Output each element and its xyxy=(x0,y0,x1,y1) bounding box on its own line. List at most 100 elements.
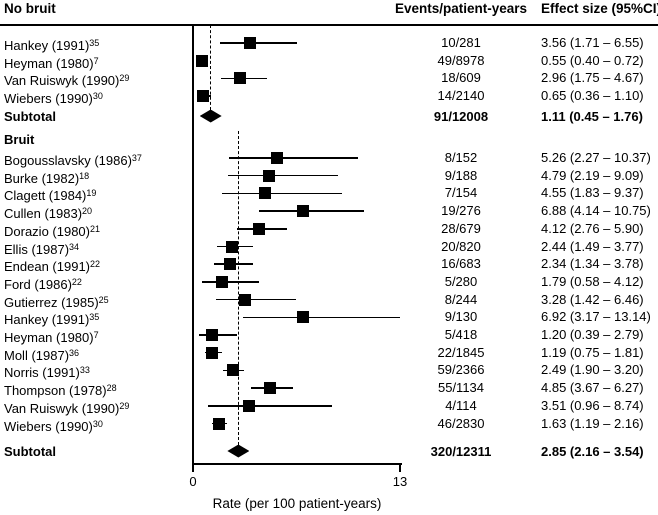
study-label: Heyman (1980)7 xyxy=(4,55,99,71)
ci-line xyxy=(227,174,338,177)
study-reference-number: 29 xyxy=(119,73,130,84)
events-cell: 46/2830 xyxy=(437,415,485,431)
effect-cell: 1.11 (0.45 – 1.76) xyxy=(541,109,643,124)
study-label: Wiebers (1990)30 xyxy=(4,418,103,434)
events-cell: 8/152 xyxy=(444,150,478,165)
study-label: Burke (1982)18 xyxy=(4,170,90,186)
study-reference-number: 7 xyxy=(93,330,99,340)
group-header-no-bruit: No bruit xyxy=(4,1,56,16)
point-estimate-marker xyxy=(242,399,255,412)
study-label: Hankey (1991)35 xyxy=(4,312,100,328)
events-cell: 5/280 xyxy=(444,273,478,289)
study-reference-number: 19 xyxy=(86,188,97,199)
study-label: Bogousslavsky (1986)37 xyxy=(4,153,142,168)
effect-cell: 2.85 (2.16 – 3.54) xyxy=(541,444,644,459)
bruit-subtotal-reference-line xyxy=(237,131,239,445)
study-reference-number: 29 xyxy=(119,400,130,411)
effect-cell: 4.79 (2.19 – 9.09) xyxy=(541,167,644,183)
effect-cell: 4.85 (3.67 – 6.27) xyxy=(541,380,644,396)
ci-line xyxy=(229,157,359,159)
subtotal-diamond xyxy=(227,444,250,458)
events-cell: 320/12311 xyxy=(430,444,492,459)
effect-cell: 1.63 (1.19 – 2.16) xyxy=(541,415,644,431)
point-estimate-marker xyxy=(225,240,238,253)
point-estimate-marker xyxy=(270,152,283,164)
effect-cell: 1.19 (0.75 – 1.81) xyxy=(541,344,644,360)
events-cell: 10/281 xyxy=(441,35,481,50)
study-label: Subtotal xyxy=(4,444,56,459)
point-estimate-marker xyxy=(243,37,256,49)
study-reference-number: 30 xyxy=(92,91,103,102)
ci-line xyxy=(202,281,259,283)
study-label: Endean (1991)22 xyxy=(4,259,101,275)
effect-cell: 1.79 (0.58 – 4.12) xyxy=(541,273,644,289)
study-label: Norris (1991)33 xyxy=(4,365,90,381)
point-estimate-marker xyxy=(264,382,277,395)
study-reference-number: 36 xyxy=(69,347,80,358)
events-cell: 20/820 xyxy=(441,238,481,254)
events-cell: 55/1134 xyxy=(437,380,485,396)
events-cell: 28/679 xyxy=(441,220,481,236)
study-label: Moll (1987)36 xyxy=(4,347,80,363)
effect-cell: 2.44 (1.49 – 3.77) xyxy=(541,238,644,254)
point-estimate-marker xyxy=(263,169,276,182)
study-label: Dorazio (1980)21 xyxy=(4,223,101,239)
study-reference-number: 34 xyxy=(69,241,80,252)
events-cell: 5/418 xyxy=(444,327,478,342)
no-bruit-subtotal-reference-line xyxy=(209,25,211,110)
point-estimate-marker xyxy=(215,275,228,288)
study-label: Subtotal xyxy=(4,109,56,124)
events-cell: 9/130 xyxy=(444,309,478,325)
events-cell: 9/188 xyxy=(444,167,478,183)
effect-cell: 2.49 (1.90 – 3.20) xyxy=(541,362,644,378)
point-estimate-marker xyxy=(234,72,247,85)
ci-line xyxy=(222,192,343,195)
column-header-events: Events/patient-years xyxy=(394,1,528,16)
study-label: Clagett (1984)19 xyxy=(4,188,97,204)
study-reference-number: 22 xyxy=(90,259,101,270)
point-estimate-marker xyxy=(252,222,265,235)
effect-cell: 0.65 (0.36 – 1.10) xyxy=(541,88,644,104)
study-reference-number: 22 xyxy=(71,276,82,287)
effect-cell: 3.56 (1.71 – 6.55) xyxy=(541,35,644,50)
x-axis-title: Rate (per 100 patient-years) xyxy=(212,496,382,511)
study-reference-number: 35 xyxy=(89,312,100,323)
study-reference-number: 7 xyxy=(93,55,99,66)
events-cell: 8/244 xyxy=(444,291,478,307)
effect-cell: 3.51 (0.96 – 8.74) xyxy=(541,397,644,413)
effect-cell: 2.34 (1.34 – 3.78) xyxy=(541,256,644,272)
effect-cell: 3.28 (1.42 – 6.46) xyxy=(541,291,644,307)
study-label: Wiebers (1990)30 xyxy=(4,91,103,107)
events-cell: 22/1845 xyxy=(437,344,485,360)
effect-cell: 4.55 (1.83 – 9.37) xyxy=(541,185,644,201)
subtotal-diamond xyxy=(199,109,222,123)
point-estimate-marker xyxy=(239,293,252,306)
point-estimate-marker xyxy=(296,205,309,218)
point-estimate-marker xyxy=(224,258,237,271)
point-estimate-marker xyxy=(259,187,272,200)
study-reference-number: 21 xyxy=(90,223,101,234)
effect-cell: 0.55 (0.40 – 0.72) xyxy=(541,52,644,68)
study-reference-number: 30 xyxy=(92,418,103,429)
point-estimate-marker xyxy=(195,54,208,67)
study-reference-number: 33 xyxy=(79,365,90,376)
effect-cell: 4.12 (2.76 – 5.90) xyxy=(541,220,644,236)
x-axis-line xyxy=(192,463,402,465)
zero-axis-line xyxy=(192,25,194,464)
ci-line xyxy=(243,316,400,319)
study-reference-number: 25 xyxy=(98,294,109,305)
study-label: Ford (1986)22 xyxy=(4,276,82,292)
study-reference-number: 28 xyxy=(106,383,117,394)
x-axis-tick-label-min: 0 xyxy=(189,474,197,489)
study-label: Heyman (1980)7 xyxy=(4,330,99,345)
effect-cell: 6.92 (3.17 – 13.14) xyxy=(541,309,651,325)
point-estimate-marker xyxy=(226,364,239,377)
study-label: Gutierrez (1985)25 xyxy=(4,294,109,310)
x-axis-tick-max xyxy=(399,463,401,472)
study-reference-number: 18 xyxy=(79,170,90,181)
study-label: Hankey (1991)35 xyxy=(4,38,100,53)
effect-cell: 6.88 (4.14 – 10.75) xyxy=(541,203,651,219)
ci-line xyxy=(215,298,296,301)
events-cell: 49/8978 xyxy=(437,52,485,68)
